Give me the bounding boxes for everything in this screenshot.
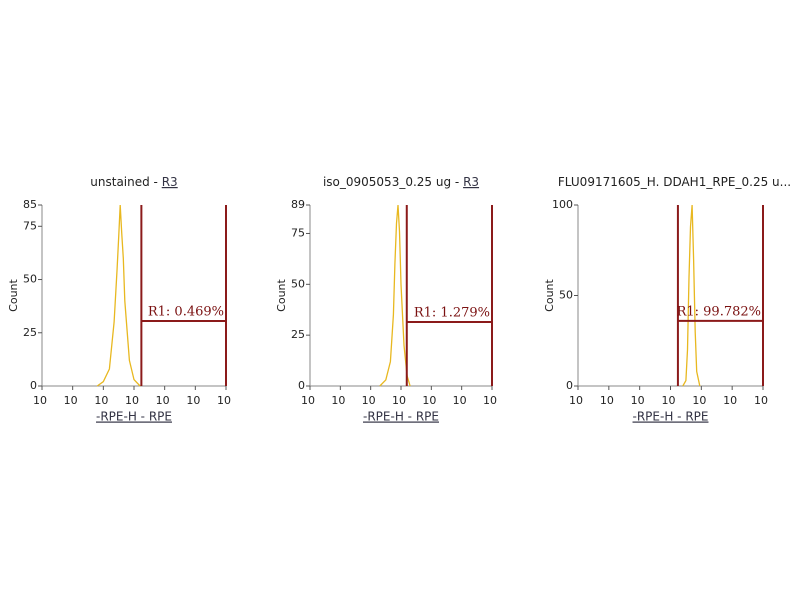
x-tick-label: 10 xyxy=(723,394,737,407)
x-tick-label: 10 xyxy=(64,394,78,407)
y-tick-label: 89 xyxy=(291,198,305,211)
y-tick-label: 85 xyxy=(23,198,37,211)
y-tick-label: 75 xyxy=(23,219,37,232)
x-tick-label: 10 xyxy=(600,394,614,407)
panel-title: iso_0905053_0.25 ug - R3 xyxy=(323,175,479,189)
x-tick-label: 10 xyxy=(362,394,376,407)
x-axis-label: -RPE-H - RPE xyxy=(633,410,709,424)
title-text: iso_0905053_0.25 ug - xyxy=(323,175,459,189)
gate-label: R1: 0.469% xyxy=(148,305,224,320)
x-tick-label: 10 xyxy=(453,394,467,407)
x-tick-label: 10 xyxy=(217,394,231,407)
gate-label: R1: 99.782% xyxy=(677,304,761,319)
x-axis-label: -RPE-H - RPE xyxy=(363,410,439,424)
y-tick-label: 50 xyxy=(291,277,305,290)
y-tick-label: 100 xyxy=(552,198,573,211)
panel-title: unstained - R3 xyxy=(90,175,177,189)
x-tick-label: 10 xyxy=(156,394,170,407)
x-tick-label: 10 xyxy=(422,394,436,407)
x-tick-label: 10 xyxy=(754,394,768,407)
x-tick-label: 10 xyxy=(125,394,139,407)
x-tick-label: 10 xyxy=(331,394,345,407)
y-axis-label: Count xyxy=(543,278,556,311)
y-tick-label: 0 xyxy=(298,379,305,392)
x-tick-label: 10 xyxy=(301,394,315,407)
x-tick-label: 10 xyxy=(692,394,706,407)
x-tick-label: 10 xyxy=(94,394,108,407)
x-tick-label: 10 xyxy=(483,394,497,407)
y-tick-label: 0 xyxy=(30,379,37,392)
histogram xyxy=(379,204,411,387)
y-axis-label: Count xyxy=(7,278,20,311)
x-tick-label: 10 xyxy=(392,394,406,407)
title-link[interactable]: R3 xyxy=(463,175,479,189)
panel-title: FLU09171605_H. DDAH1_RPE_0.25 u... xyxy=(558,175,791,189)
title-text: unstained - xyxy=(90,175,158,189)
x-tick-label: 10 xyxy=(33,394,47,407)
x-tick-label: 10 xyxy=(569,394,583,407)
title-text: FLU09171605_H. DDAH1_RPE_0.25 u... xyxy=(558,175,791,189)
y-tick-label: 50 xyxy=(559,289,573,302)
y-tick-label: 25 xyxy=(23,326,37,339)
histogram xyxy=(682,204,701,387)
y-tick-label: 0 xyxy=(566,379,573,392)
x-tick-label: 10 xyxy=(662,394,676,407)
y-tick-label: 75 xyxy=(291,226,305,239)
x-tick-label: 10 xyxy=(631,394,645,407)
histogram xyxy=(96,204,141,387)
y-tick-label: 50 xyxy=(23,273,37,286)
gate-label: R1: 1.279% xyxy=(414,305,490,320)
x-axis-label: -RPE-H - RPE xyxy=(96,410,172,424)
x-tick-label: 10 xyxy=(186,394,200,407)
y-axis-label: Count xyxy=(275,278,288,311)
title-link[interactable]: R3 xyxy=(162,175,178,189)
y-tick-label: 25 xyxy=(291,328,305,341)
